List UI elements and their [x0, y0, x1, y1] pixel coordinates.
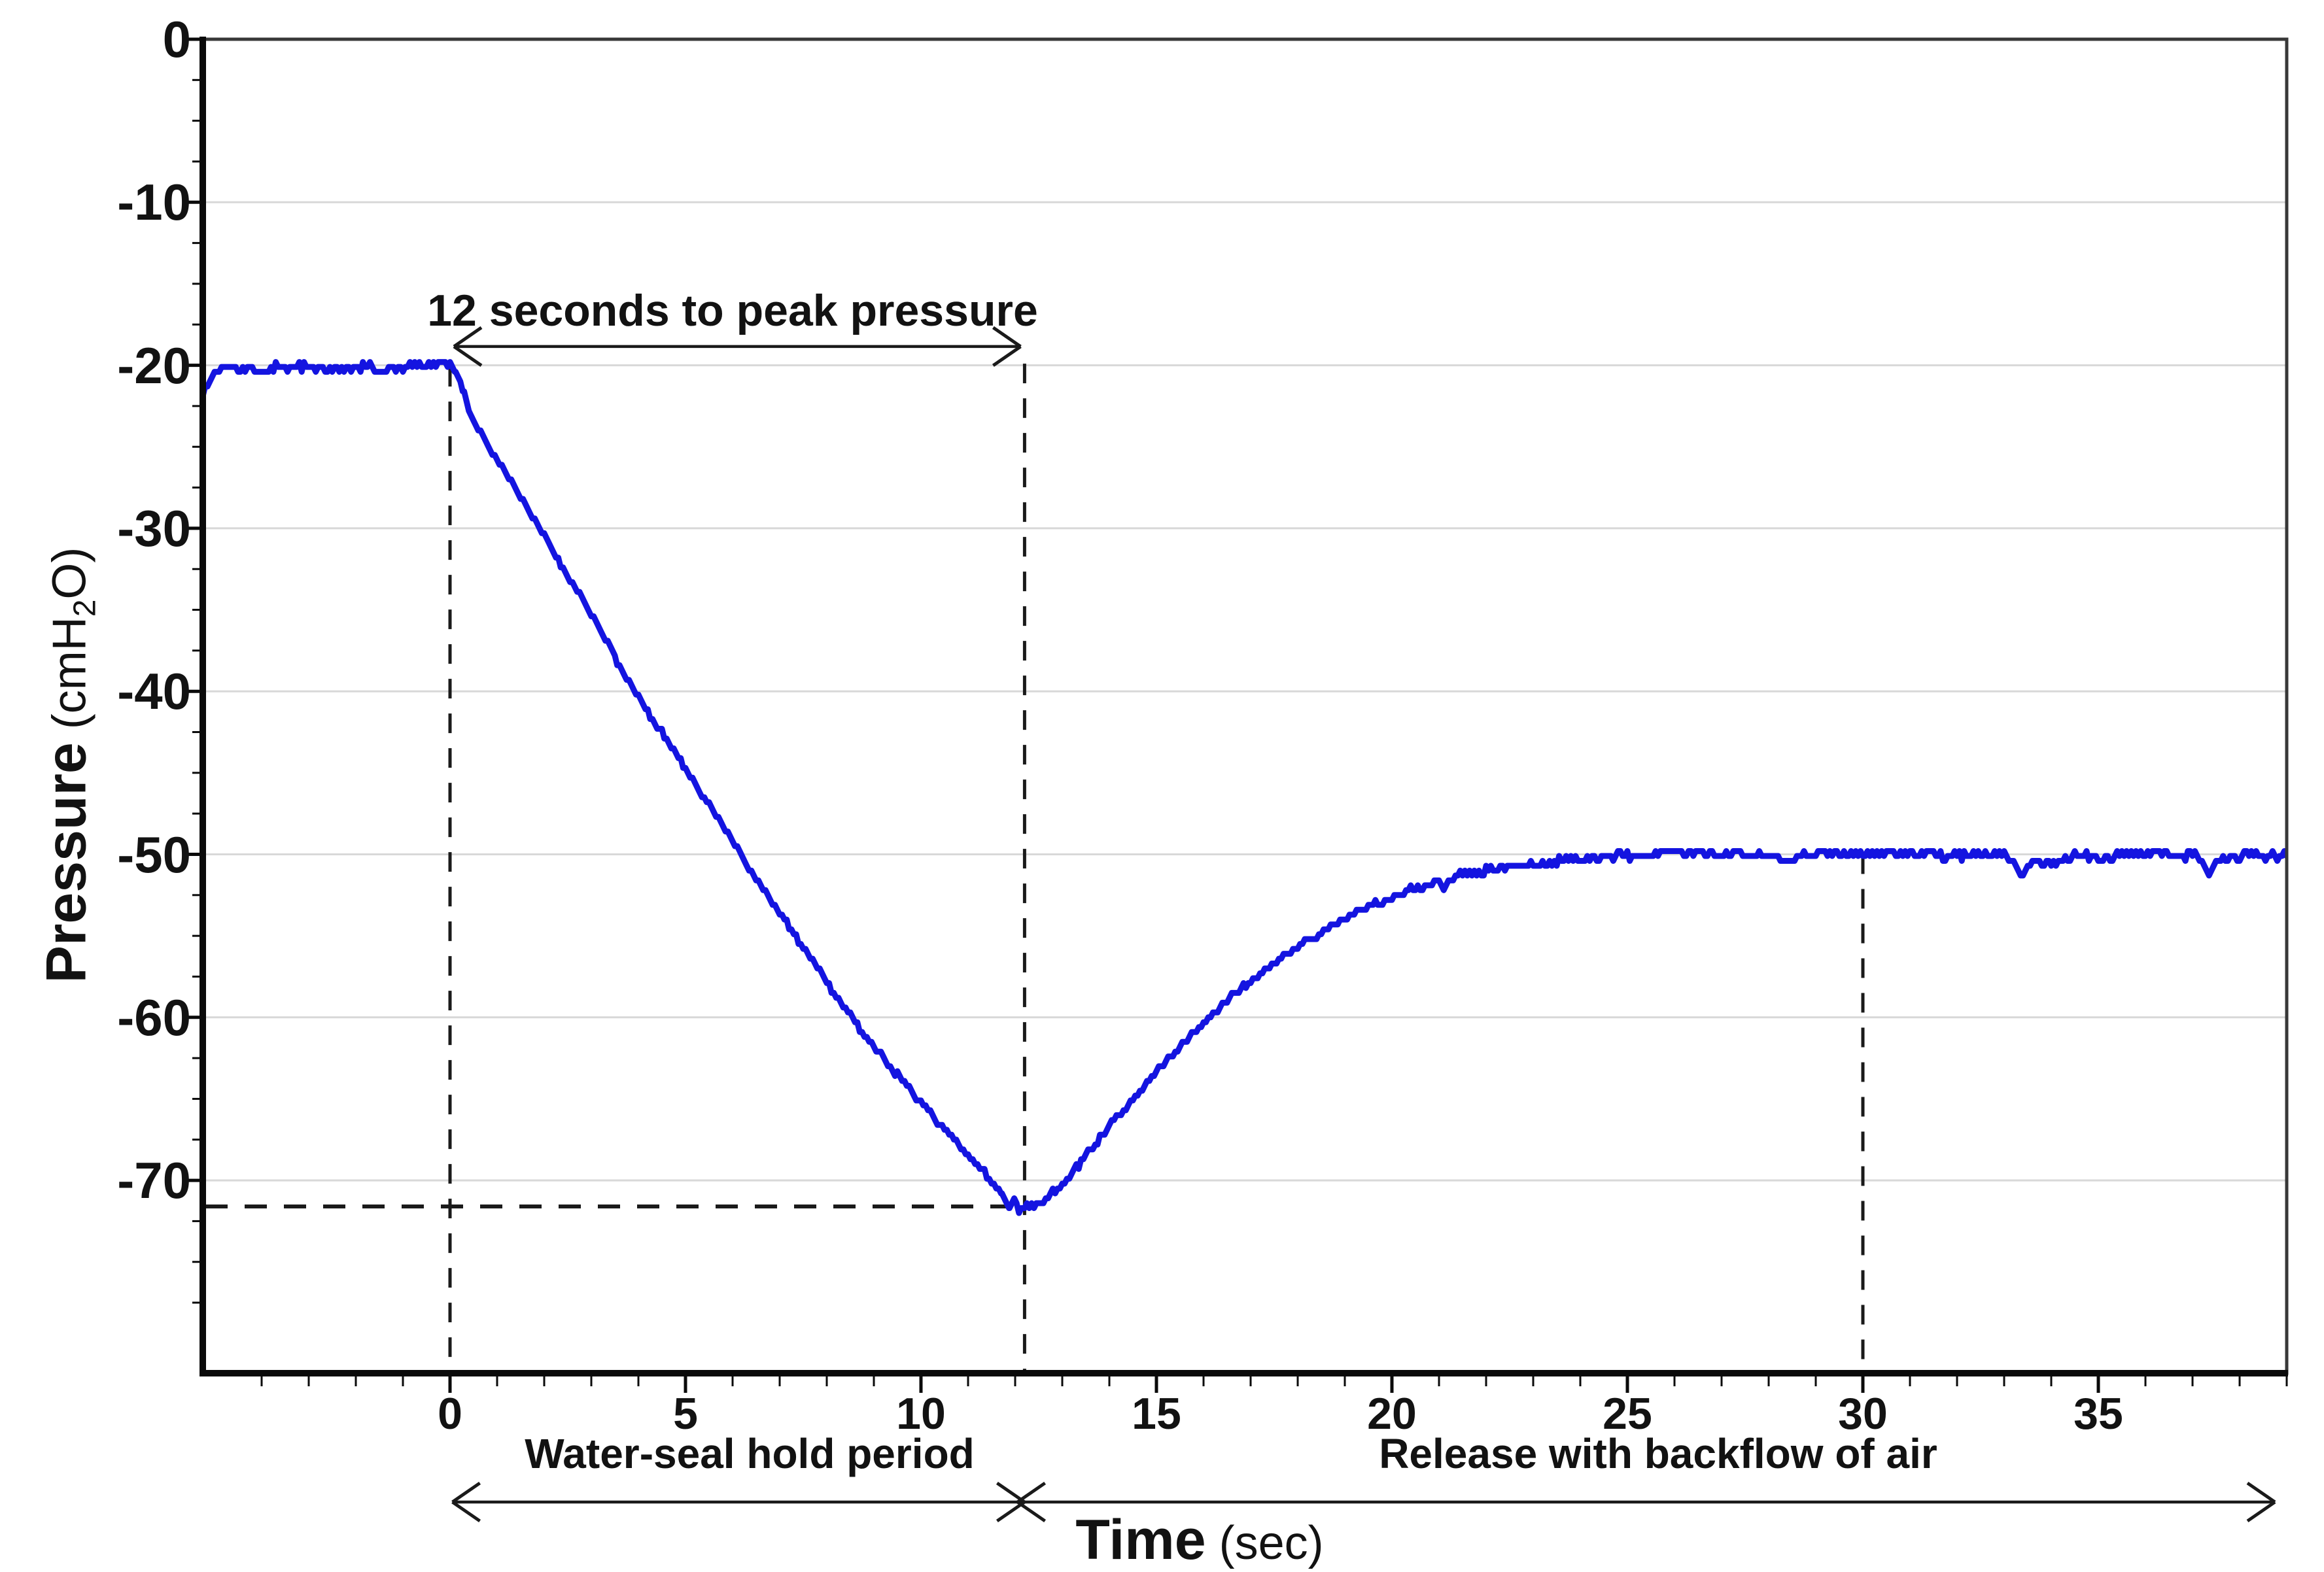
pressure-curve: [203, 359, 2287, 1216]
y-tick-label--70: -70: [117, 1152, 191, 1210]
y-tick-label-0: 0: [162, 10, 191, 68]
x-tick-label-5: 5: [673, 1389, 698, 1439]
y-tick-label--20: -20: [117, 336, 191, 394]
y-tick-label--50: -50: [117, 825, 191, 883]
annotation-release-backflow: Release with backflow of air: [1379, 1430, 1937, 1477]
x-tick-label-15: 15: [1132, 1389, 1181, 1439]
x-axis-title-main: Time: [1075, 1509, 1206, 1571]
x-tick-label-30: 30: [1838, 1389, 1888, 1439]
x-tick-label-25: 25: [1603, 1389, 1652, 1439]
release-region-arrow: [1016, 1481, 2276, 1523]
peak-duration-arrow: [453, 326, 1022, 367]
x-tick-label-35: 35: [2073, 1389, 2123, 1439]
y-tick-label--10: -10: [117, 173, 191, 231]
plot-frame: [201, 37, 2289, 1375]
annotation-peak-pressure: 12 seconds to peak pressure: [427, 286, 1038, 335]
y-axis-title: Pressure (cmH2O): [34, 547, 103, 983]
annotation-water-seal-period: Water-seal hold period: [525, 1430, 975, 1477]
y-tick-label--30: -30: [117, 499, 191, 557]
water-seal-region-arrow: [451, 1481, 1026, 1523]
x-tick-label-20: 20: [1367, 1389, 1417, 1439]
y-tick-label--60: -60: [117, 988, 191, 1046]
y-tick-label--40: -40: [117, 662, 191, 721]
x-tick-label-10: 10: [896, 1389, 946, 1439]
x-tick-label-0: 0: [438, 1389, 462, 1439]
x-axis-title: Time (sec): [1075, 1508, 1323, 1572]
x-axis-title-unit: (sec): [1219, 1517, 1324, 1569]
